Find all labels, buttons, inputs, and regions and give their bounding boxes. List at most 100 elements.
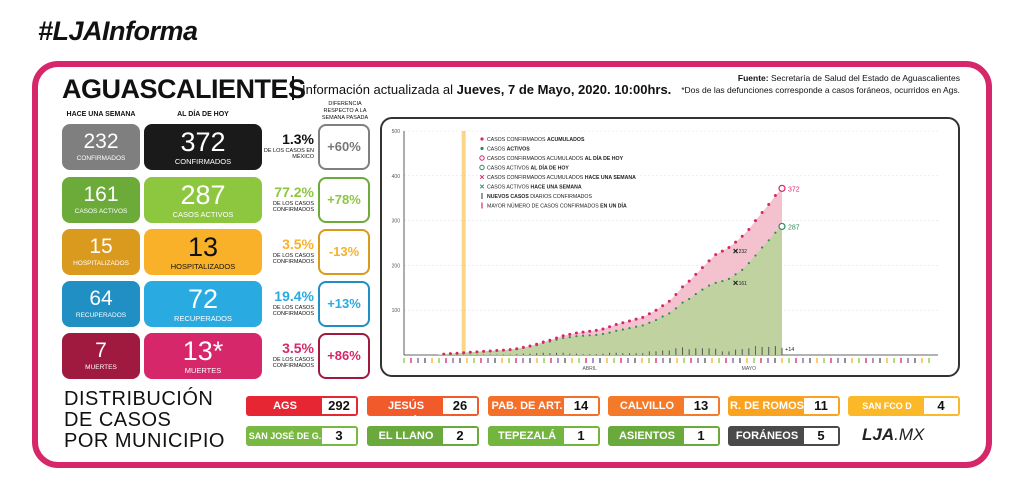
confirmed-point <box>588 329 592 333</box>
weekly-diff: +13% <box>318 281 370 327</box>
distribution-title-line: DE CASOS <box>64 409 172 431</box>
week-active-label: 161 <box>739 281 748 287</box>
legend-entry: CASOS ACTIVOS <box>487 147 530 153</box>
chart-panel: 100 200 300 400 500 232 161 372 287 +14 ABRIL MAYO C… <box>380 117 960 377</box>
active-point <box>707 284 711 287</box>
week-ago-label: HOSPITALIZADOS <box>73 260 129 267</box>
today-active-label: 287 <box>788 224 800 231</box>
municipality-name: SAN JOSÉ DE G. <box>248 431 322 441</box>
municipality-chip: ASIENTOS 1 <box>608 426 720 446</box>
confirmed-point <box>747 228 751 232</box>
confirmed-point <box>455 351 459 355</box>
percentage-value: 3.5% <box>282 236 314 252</box>
legend-marker <box>480 137 484 141</box>
today-value: 287 <box>180 180 226 210</box>
municipality-name: ASIENTOS <box>618 430 676 442</box>
active-point <box>767 239 770 242</box>
confirmed-point <box>608 325 612 329</box>
confirmed-point <box>641 315 645 319</box>
today-value: 13 <box>187 232 219 262</box>
distribution-title-line: POR MUNICIPIO <box>64 430 225 452</box>
weekly-diff: +86% <box>318 333 370 379</box>
legend-bold-text: HACE UNA SEMANA <box>585 175 636 181</box>
municipality-chip: PAB. DE ART. 14 <box>488 396 600 416</box>
confirmed-point <box>468 350 472 354</box>
today-label: CASOS ACTIVOS <box>172 210 234 219</box>
updated-date: Jueves, 7 de Mayo, 2020. 10:00hrs. <box>456 82 672 97</box>
active-point <box>575 335 578 338</box>
active-point <box>568 335 571 339</box>
percentage-box: 1.3% DE LOS CASOS EN MÉXICO <box>262 128 314 166</box>
confirmed-point <box>773 194 777 198</box>
confirmed-point <box>508 348 512 352</box>
week-ago-value: 7 <box>95 339 107 362</box>
confirmed-point <box>760 211 764 215</box>
week-ago-confirmed-marker <box>733 248 739 254</box>
today-label: CONFIRMADOS <box>174 157 232 166</box>
percentage-value: 1.3% <box>282 131 314 147</box>
active-point <box>774 231 777 234</box>
percentage-box: 3.5% DE LOS CASOS CONFIRMADOS <box>262 233 314 271</box>
active-point <box>747 262 750 265</box>
percentage-value: 77.2% <box>274 184 314 200</box>
active-point <box>734 273 737 276</box>
confirmed-point <box>462 351 466 355</box>
confirmed-point <box>707 259 711 263</box>
source-label: Fuente: <box>737 73 769 83</box>
municipality-name: R. DE ROMOS <box>730 400 804 412</box>
active-point <box>601 332 605 336</box>
percentage-label: DE LOS CASOS CONFIRMADOS <box>272 253 314 265</box>
legend-text: CASOS ACTIVOS <box>487 166 531 172</box>
municipality-count: 11 <box>804 398 838 414</box>
active-point <box>721 279 724 283</box>
stat-row: 64 RECUPERADOS 72 RECUPERADOS 19.4% DE LOS CA… <box>62 281 370 327</box>
confirmed-point <box>694 272 698 276</box>
column-header-diff: DIFERENCIA RESPECTO A LA SEMANA PASADA <box>321 101 369 121</box>
active-point <box>761 246 764 249</box>
confirmed-point <box>687 279 691 283</box>
legend-marker <box>479 174 485 180</box>
y-tick-label: 400 <box>392 174 401 180</box>
confirmed-point <box>634 317 638 321</box>
stat-row: 161 CASOS ACTIVOS 287 CASOS ACTIVOS 77.2% DE … <box>62 177 370 223</box>
municipality-count: 26 <box>443 398 477 414</box>
active-point <box>654 318 658 322</box>
legend-text: CASOS ACTIVOS <box>487 185 531 191</box>
active-point <box>688 297 691 301</box>
legend-entry: CASOS ACTIVOS HACE UNA SEMANA <box>487 185 582 191</box>
today-label: HOSPITALIZADOS <box>170 262 236 271</box>
active-point <box>562 336 565 340</box>
today-box: 13 HOSPITALIZADOS <box>144 229 262 275</box>
today-box: 372 CONFIRMADOS <box>144 124 262 170</box>
week-ago-value: 64 <box>89 287 113 310</box>
percentage-label: DE LOS CASOS EN MÉXICO <box>263 148 314 160</box>
today-label: MUERTES <box>184 366 222 375</box>
confirmed-point <box>594 328 598 332</box>
percentage-label: DE LOS CASOS CONFIRMADOS <box>272 201 314 213</box>
legend-bold-text: ACUMULADOS <box>547 137 585 143</box>
municipality-count: 14 <box>564 398 598 414</box>
hashtag: #LJAInforma <box>38 16 198 46</box>
week-ago-box: 64 RECUPERADOS <box>62 281 140 327</box>
confirmed-point <box>667 299 671 303</box>
confirmed-point <box>528 344 532 348</box>
confirmed-point <box>627 319 631 323</box>
active-point <box>754 254 757 257</box>
confirmed-point <box>720 249 724 253</box>
source-info: Fuente: Secretaría de Salud del Estado d… <box>681 72 960 96</box>
cases-chart: 100 200 300 400 500 232 161 372 287 +14 ABRIL MAYO C… <box>392 129 938 372</box>
legend-text: CASOS CONFIRMADOS ACUMULADOS <box>487 175 585 181</box>
municipality-count: 1 <box>564 428 598 444</box>
municipality-name: SAN FCO D ROMO <box>862 401 912 427</box>
distribution-title: DISTRIBUCIÓN DE CASOS POR MUNICIPIO <box>64 389 225 452</box>
legend-marker <box>480 146 484 151</box>
column-header-today: AL DÍA DE HOY <box>177 111 229 118</box>
active-point <box>661 315 664 318</box>
legend-entry: CASOS CONFIRMADOS ACUMULADOS HACE UNA SE… <box>487 175 636 181</box>
page-title: AGUASCALIENTES <box>62 74 306 104</box>
today-box: 287 CASOS ACTIVOS <box>144 177 262 223</box>
active-point <box>681 301 684 304</box>
lja-logo: LJA.MX <box>862 425 924 445</box>
legend-entry: NUEVOS CASOS DIARIOS CONFIRMADOS <box>487 194 592 200</box>
legend-marker <box>479 164 485 171</box>
